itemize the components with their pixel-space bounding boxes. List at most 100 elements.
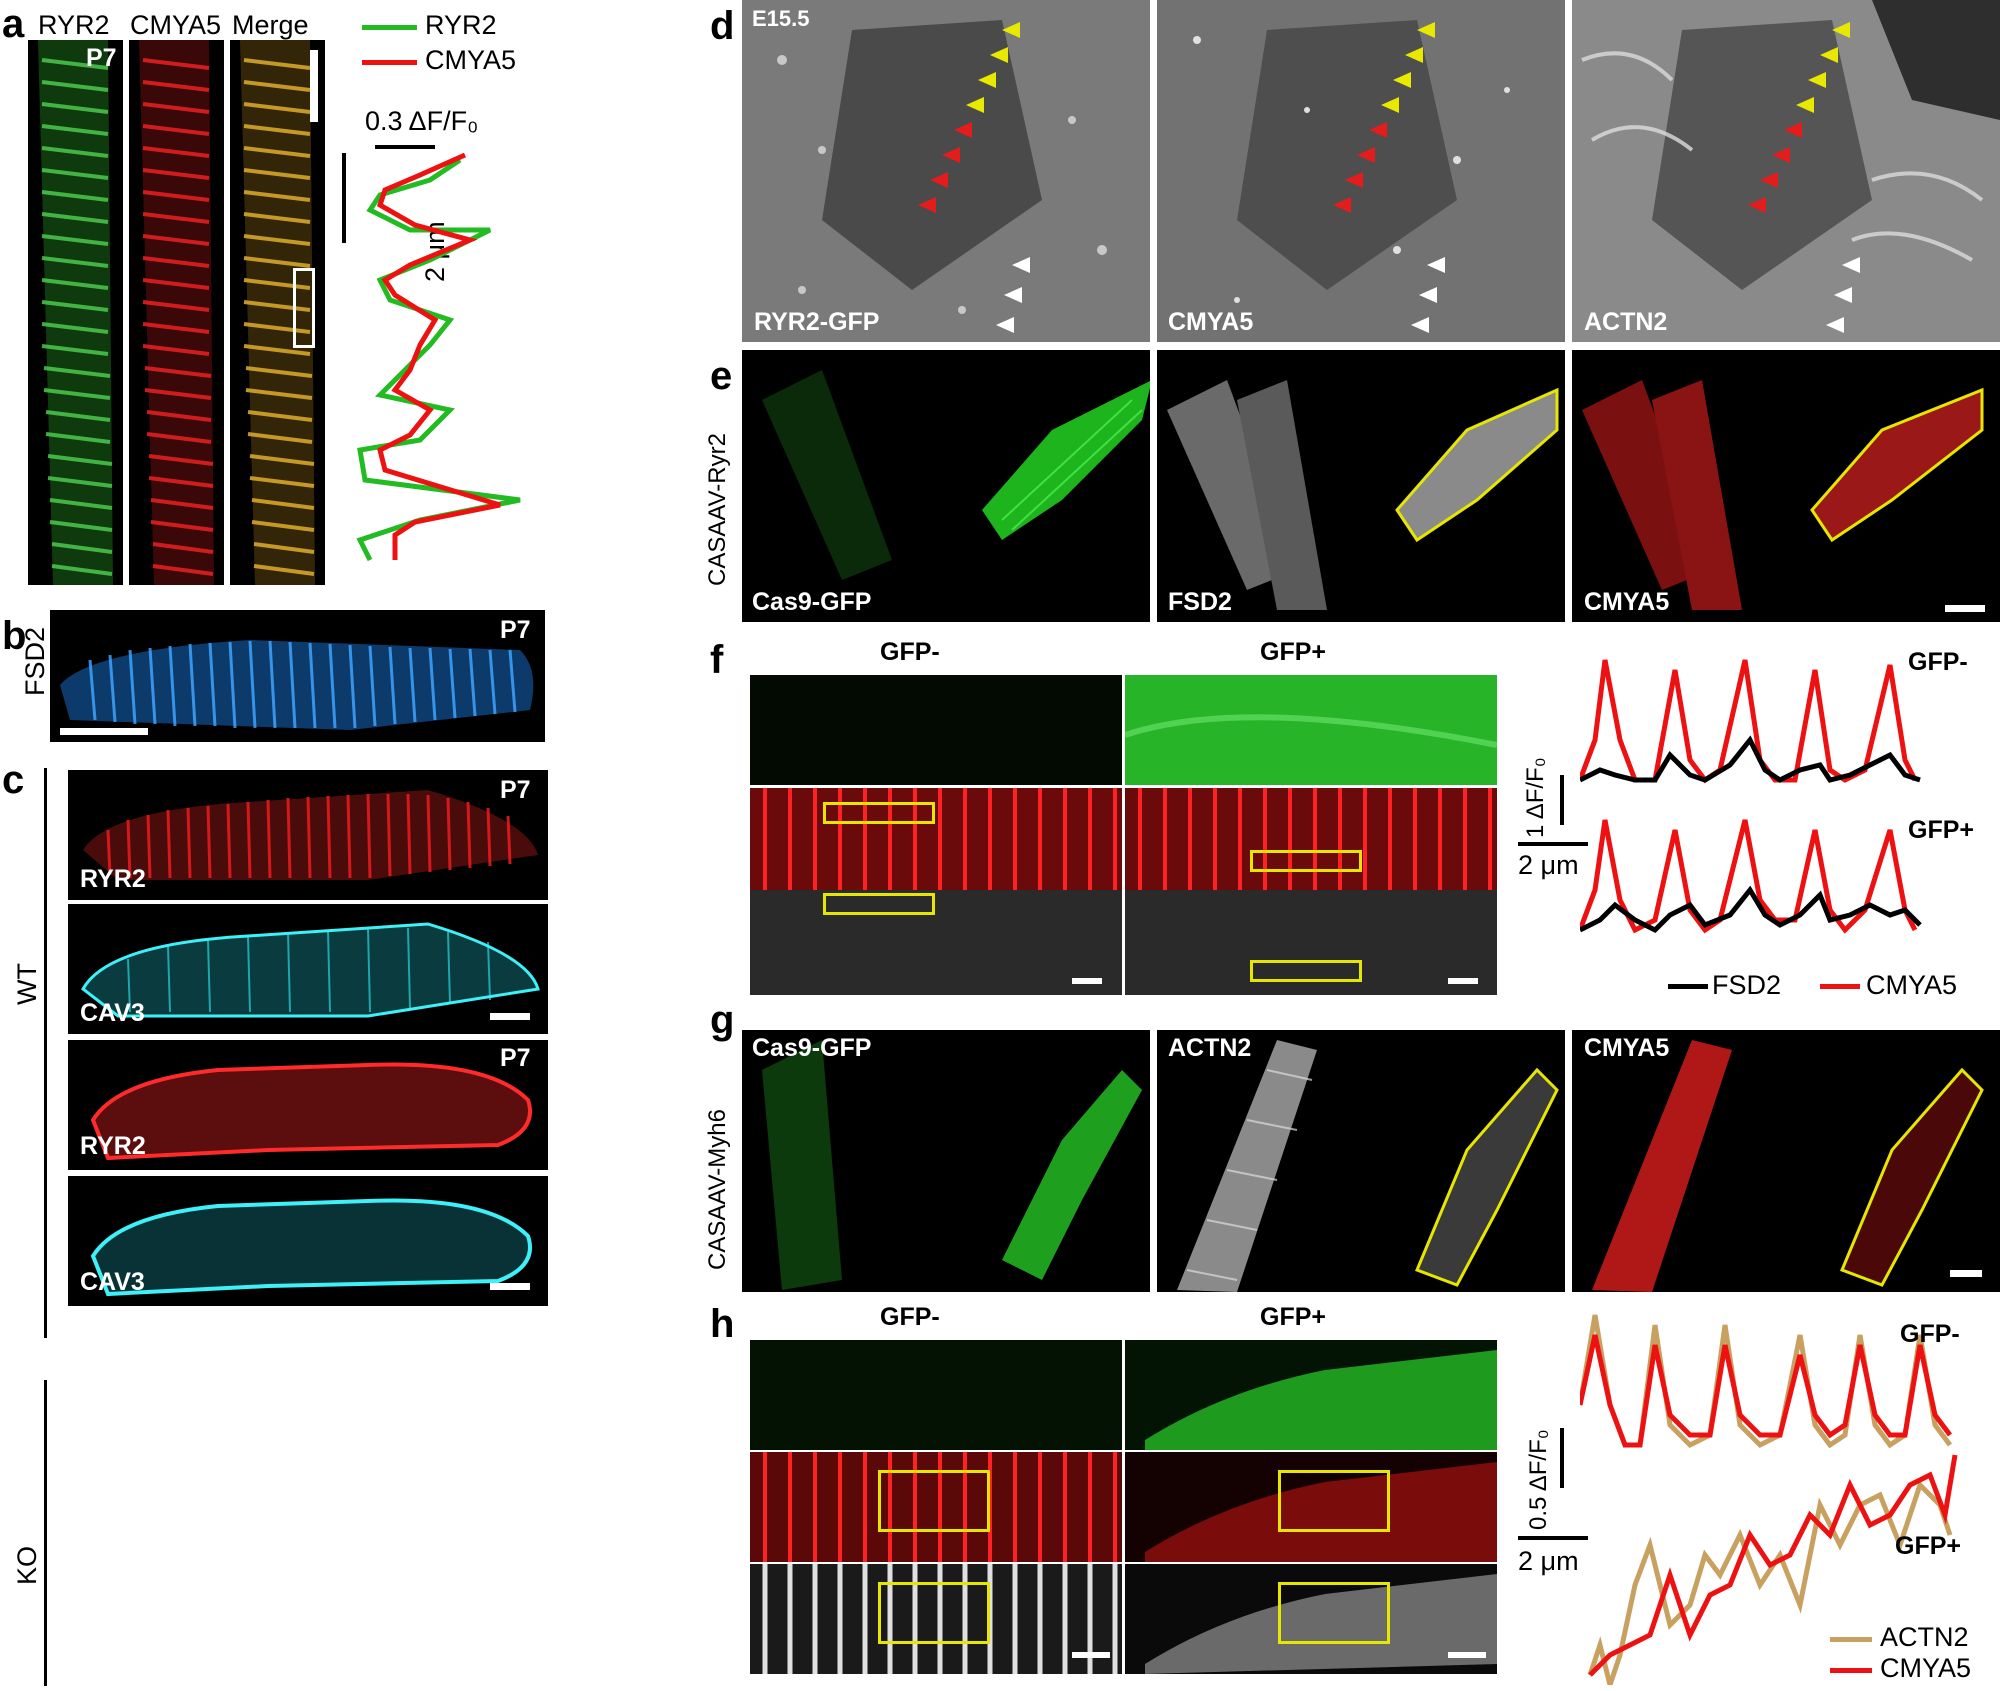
panel-letter-g: g bbox=[710, 998, 735, 1042]
panel-h-legend-actn2-line bbox=[1830, 1637, 1872, 1642]
panel-g-actn2-label: ACTN2 bbox=[1168, 1034, 1252, 1062]
panel-c-ko-cav3-label: CAV3 bbox=[80, 1268, 145, 1296]
panel-h-legend-cmya5-line bbox=[1830, 1668, 1872, 1673]
panel-a-scale-y-label: 0.3 ΔF/F₀ bbox=[365, 106, 479, 136]
panel-h-scale-x-bar bbox=[1518, 1536, 1588, 1540]
panel-a-legend-cmya5: CMYA5 bbox=[425, 45, 517, 75]
panel-h-scale-y-label: 0.5 ΔF/F₀ bbox=[1525, 1429, 1552, 1530]
panel-f-legend-cmya5: CMYA5 bbox=[1866, 970, 1958, 1000]
panel-b-side-label: FSD2 bbox=[20, 626, 50, 696]
panel-e-cmya5-image bbox=[1572, 350, 2000, 622]
panel-d-ryr2gfp-label: RYR2-GFP bbox=[754, 308, 880, 336]
panel-a-header-cmya5: CMYA5 bbox=[130, 10, 222, 40]
panel-f-trace-plot bbox=[1580, 659, 1922, 934]
panel-f-neg-green-image bbox=[750, 675, 1122, 785]
panel-g-cas9gfp-image bbox=[742, 1030, 1150, 1292]
panel-c-ko-age: P7 bbox=[500, 1044, 531, 1072]
panel-f-legend-fsd2: FSD2 bbox=[1712, 970, 1782, 1000]
panel-c-ko-scale-bar bbox=[490, 1283, 530, 1290]
panel-f-trace-gfp-pos: GFP+ bbox=[1908, 816, 1974, 844]
panel-c-wt-age: P7 bbox=[500, 776, 531, 804]
panel-c-wt-label: WT bbox=[12, 963, 42, 1005]
panel-c-ko-ryr2-image bbox=[68, 1040, 548, 1170]
panel-h-pos-roi-red bbox=[1278, 1470, 1390, 1532]
panel-a-ryr2-image bbox=[28, 40, 123, 585]
panel-f-pos-red-image bbox=[1125, 788, 1497, 898]
panel-h-col-gfp-pos: GFP+ bbox=[1260, 1303, 1326, 1331]
panel-d-actn2-image bbox=[1572, 0, 2000, 342]
panel-f-pos-green-image bbox=[1125, 675, 1497, 785]
panel-c-wt-ryr2-image bbox=[68, 770, 548, 900]
panel-g-cmya5-image bbox=[1572, 1030, 2000, 1292]
panel-e-side-label: CASAAV-Ryr2 bbox=[704, 433, 731, 586]
panel-f-neg-roi-gray bbox=[823, 893, 935, 915]
panel-h-pos-roi-gray bbox=[1278, 1582, 1390, 1644]
panel-b-fsd2-image bbox=[50, 610, 545, 742]
panel-h-neg-green-image bbox=[750, 1340, 1122, 1450]
panel-letter-b: b bbox=[2, 614, 27, 658]
panel-letter-a: a bbox=[2, 2, 25, 46]
panel-d-ryr2gfp-image bbox=[742, 0, 1150, 342]
panel-c-wt-cav3-image bbox=[68, 904, 548, 1034]
panel-g-side-label: CASAAV-Myh6 bbox=[704, 1109, 731, 1270]
panel-b-scale-bar bbox=[60, 728, 148, 735]
panel-g-scale-bar bbox=[1950, 1270, 1982, 1277]
panel-h-pos-scale-bar bbox=[1448, 1652, 1486, 1658]
panel-d-cmya5-image bbox=[1157, 0, 1565, 342]
panel-f-scale-y-label: 1 ΔF/F₀ bbox=[1522, 757, 1549, 838]
panel-h-col-gfp-neg: GFP- bbox=[880, 1303, 940, 1331]
panel-c-ko-label: KO bbox=[12, 1545, 42, 1585]
panel-c-ko-bracket bbox=[44, 1380, 47, 1686]
panel-c-wt-scale-bar bbox=[490, 1013, 530, 1020]
panel-d-actn2-label: ACTN2 bbox=[1584, 308, 1668, 336]
panel-c-ko-ryr2-label: RYR2 bbox=[80, 1132, 146, 1160]
panel-e-fsd2-image bbox=[1157, 350, 1565, 622]
panel-h-trace-gfp-pos: GFP+ bbox=[1895, 1532, 1961, 1560]
panel-a-cmya5-image bbox=[129, 40, 224, 585]
panel-f-neg-red-image bbox=[750, 788, 1122, 898]
panel-h-pos-green-image bbox=[1125, 1340, 1497, 1450]
panel-h-neg-roi-red bbox=[878, 1470, 990, 1532]
panel-letter-d: d bbox=[710, 4, 735, 48]
panel-a-scale-y-bar bbox=[375, 145, 435, 149]
panel-f-trace-gfp-neg: GFP- bbox=[1908, 648, 1968, 676]
panel-h-legend-cmya5: CMYA5 bbox=[1880, 1653, 1972, 1683]
panel-h-scale-y-bar bbox=[1560, 1428, 1564, 1488]
panel-f-legend-fsd2-line bbox=[1668, 984, 1708, 989]
panel-h-trace-gfp-neg: GFP- bbox=[1900, 1320, 1960, 1348]
panel-e-cas9gfp-image bbox=[742, 350, 1150, 622]
panel-letter-e: e bbox=[710, 354, 733, 398]
panel-a-legend-ryr2: RYR2 bbox=[425, 10, 497, 40]
panel-c-wt-ryr2-label: RYR2 bbox=[80, 865, 146, 893]
panel-a-header-ryr2: RYR2 bbox=[38, 10, 110, 40]
panel-f-scale-y-bar bbox=[1560, 775, 1564, 825]
panel-f-col-gfp-pos: GFP+ bbox=[1260, 638, 1326, 666]
panel-c-wt-cav3-label: CAV3 bbox=[80, 999, 145, 1027]
panel-f-neg-gray-image bbox=[750, 890, 1122, 995]
panel-f-pos-scale-bar bbox=[1448, 978, 1478, 984]
panel-h-neg-scale-bar bbox=[1072, 1652, 1110, 1658]
panel-d-cmya5-label: CMYA5 bbox=[1168, 308, 1254, 336]
panel-d-stage-label: E15.5 bbox=[752, 6, 810, 31]
panel-e-cas9gfp-label: Cas9-GFP bbox=[752, 588, 872, 616]
panel-a-trace-plot bbox=[356, 152, 521, 562]
panel-c-ko-cav3-image bbox=[68, 1176, 548, 1306]
panel-e-cmya5-label: CMYA5 bbox=[1584, 588, 1670, 616]
panel-f-legend-cmya5-line bbox=[1820, 984, 1860, 989]
panel-e-scale-bar bbox=[1945, 605, 1985, 612]
panel-g-actn2-image bbox=[1157, 1030, 1565, 1292]
panel-a-header-merge: Merge bbox=[232, 10, 309, 40]
panel-c-wt-bracket bbox=[44, 768, 47, 1338]
panel-a-roi-box bbox=[293, 268, 315, 348]
panel-f-pos-roi-gray bbox=[1250, 960, 1362, 982]
panel-a-legend-cmya5-line bbox=[362, 60, 417, 65]
panel-letter-c: c bbox=[2, 758, 25, 802]
panel-f-neg-roi-red bbox=[823, 802, 935, 824]
panel-a-legend-ryr2-line bbox=[362, 25, 417, 30]
panel-h-scale-x-label: 2 μm bbox=[1518, 1546, 1579, 1576]
panel-g-cmya5-label: CMYA5 bbox=[1584, 1034, 1670, 1062]
panel-g-cas9gfp-label: Cas9-GFP bbox=[752, 1034, 872, 1062]
panel-f-col-gfp-neg: GFP- bbox=[880, 638, 940, 666]
panel-f-neg-scale-bar bbox=[1072, 978, 1102, 984]
panel-letter-h: h bbox=[710, 1302, 735, 1346]
